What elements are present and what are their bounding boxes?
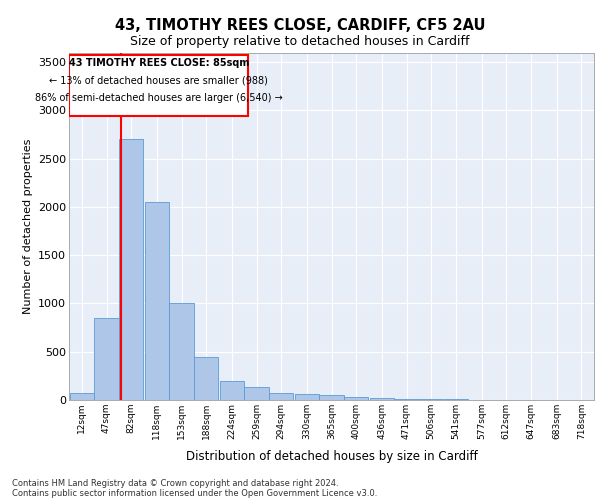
Bar <box>295 394 319 400</box>
Bar <box>269 393 293 400</box>
FancyBboxPatch shape <box>70 55 248 116</box>
Bar <box>244 388 269 400</box>
Text: 43, TIMOTHY REES CLOSE, CARDIFF, CF5 2AU: 43, TIMOTHY REES CLOSE, CARDIFF, CF5 2AU <box>115 18 485 32</box>
Text: 43 TIMOTHY REES CLOSE: 85sqm: 43 TIMOTHY REES CLOSE: 85sqm <box>68 58 249 68</box>
Text: Contains public sector information licensed under the Open Government Licence v3: Contains public sector information licen… <box>12 488 377 498</box>
Bar <box>344 396 368 400</box>
Bar <box>444 399 468 400</box>
X-axis label: Distribution of detached houses by size in Cardiff: Distribution of detached houses by size … <box>185 450 478 464</box>
Bar <box>419 399 443 400</box>
Bar <box>119 140 143 400</box>
Bar <box>94 318 119 400</box>
Text: ← 13% of detached houses are smaller (988): ← 13% of detached houses are smaller (98… <box>49 76 268 86</box>
Text: 86% of semi-detached houses are larger (6,540) →: 86% of semi-detached houses are larger (… <box>35 93 283 103</box>
Y-axis label: Number of detached properties: Number of detached properties <box>23 138 32 314</box>
Text: Size of property relative to detached houses in Cardiff: Size of property relative to detached ho… <box>130 35 470 48</box>
Bar <box>169 304 194 400</box>
Bar <box>220 380 244 400</box>
Bar <box>370 398 394 400</box>
Text: Contains HM Land Registry data © Crown copyright and database right 2024.: Contains HM Land Registry data © Crown c… <box>12 478 338 488</box>
Bar <box>394 398 419 400</box>
Bar <box>145 202 169 400</box>
Bar <box>70 393 94 400</box>
Bar <box>319 394 344 400</box>
Bar <box>194 356 218 400</box>
